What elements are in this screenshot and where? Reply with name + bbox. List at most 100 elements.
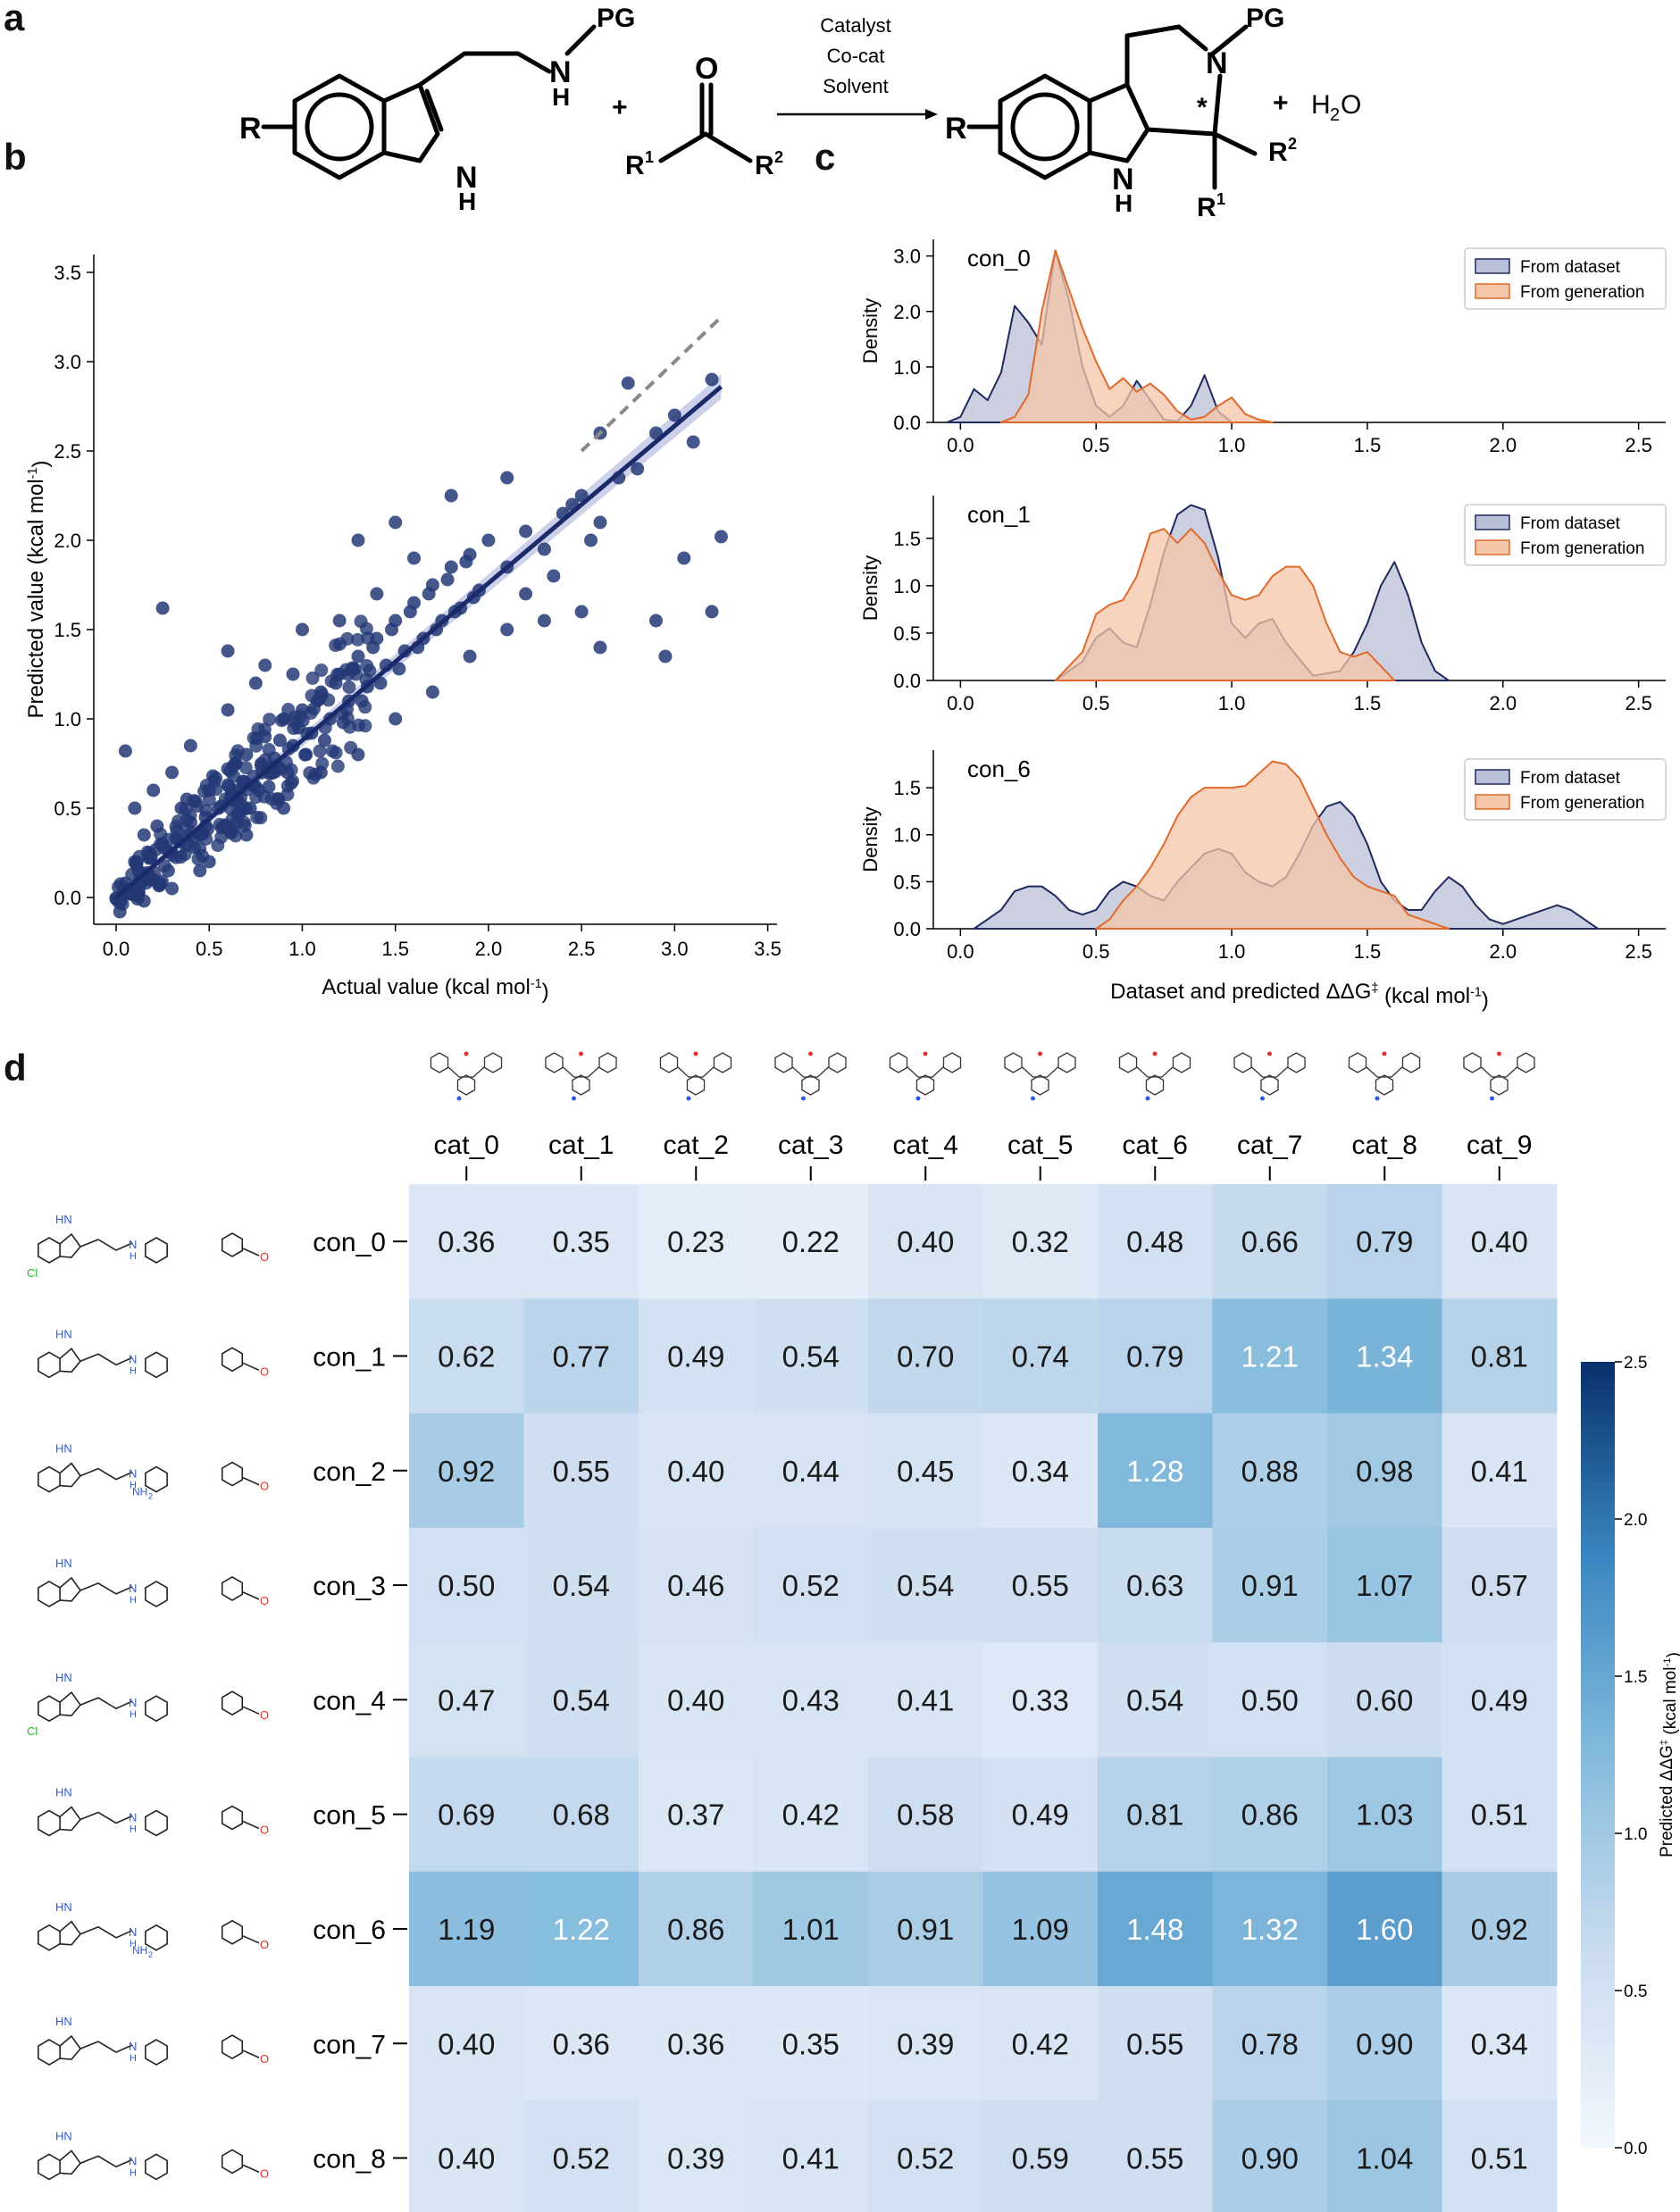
indole-benzene-ring: [38, 2039, 61, 2066]
reaction-arrow: [777, 109, 938, 120]
heatmap-cell-value: 0.50: [438, 1569, 495, 1602]
scatter-point: [481, 533, 496, 547]
heatmap-cell-value: 0.98: [1356, 1455, 1413, 1488]
carbonyl-O-label: O: [260, 1480, 269, 1493]
density-y-tick-label: 3.0: [893, 246, 921, 268]
carbonyl-bond: [242, 1248, 260, 1256]
density-y-tick-label: 1.0: [893, 356, 921, 379]
heatmap-cell: [982, 1527, 1099, 1643]
heatmap-cell: [1442, 1986, 1558, 2101]
scatter-point: [286, 667, 300, 681]
ethylamine-chain: [79, 2041, 133, 2054]
heatmap-cell-value: 0.63: [1126, 1569, 1183, 1602]
heatmap-cell-value: 0.35: [553, 1225, 610, 1258]
indole-pyrrole-ring: [59, 1691, 82, 1717]
density-x-tick-label: 0.5: [1082, 434, 1110, 456]
scatter-point: [330, 759, 345, 773]
heatmap-cell-value: 1.60: [1356, 1913, 1413, 1946]
product-PG-label: PG: [1246, 4, 1284, 33]
heatmap-cell: [523, 1986, 639, 2101]
heatmap-cell: [1212, 1184, 1328, 1299]
amine-N-label: N: [129, 1925, 137, 1939]
reactant-aromatic-circle: [305, 92, 374, 162]
density-y-tick-label: 1.5: [893, 777, 921, 799]
density-x-tick-label: 0.5: [1082, 692, 1110, 714]
scatter-point: [313, 744, 327, 758]
catalyst-ring: [1004, 1052, 1023, 1073]
heatmap-cell-value: 0.59: [1012, 2142, 1069, 2175]
density-y-tick-label: 0.5: [893, 622, 921, 645]
scatter-x-axis-title: Actual value (kcal mol-1): [322, 975, 548, 1004]
density-x-axis-title-part: -1: [1470, 986, 1482, 1000]
condition-structure: [38, 1919, 260, 1951]
catalyst-heteroatom: [1490, 1096, 1494, 1101]
scatter-point: [155, 601, 170, 615]
heatmap-cell-value: 0.36: [667, 2027, 724, 2060]
heatmap-cell: [1098, 2100, 1213, 2212]
heatmap-cell: [1098, 1986, 1213, 2101]
colorbar-title-part: (kcal mol: [1661, 1667, 1680, 1740]
scatter-point: [705, 372, 719, 387]
indole-NH-label: HN: [55, 1327, 72, 1340]
product-R2-sup: 2: [1288, 135, 1297, 153]
scatter-point: [146, 783, 161, 797]
indole-NH-label: HN: [55, 1671, 72, 1684]
heatmap-cell: [523, 1527, 639, 1643]
scatter-point: [370, 587, 384, 601]
heatmap-cell: [639, 1642, 754, 1757]
reactant-R-label: R: [239, 112, 262, 146]
benzyl-ring: [145, 1809, 168, 1837]
colorbar-tick-label: 2.0: [1624, 1511, 1647, 1530]
scatter-point: [281, 703, 296, 717]
heatmap-cell: [753, 1413, 869, 1529]
catalyst-ring: [1145, 1074, 1165, 1096]
colorbar-tick-label: 0.5: [1624, 1982, 1647, 2001]
heatmap-cell: [1212, 1642, 1328, 1757]
catalyst-structure: [1118, 1051, 1191, 1101]
catalyst-structure: [430, 1051, 503, 1101]
heatmap-cell-value: 0.86: [1241, 1799, 1299, 1832]
heatmap-cell: [982, 1184, 1099, 1299]
chloro-label: Cl: [27, 1266, 38, 1280]
scatter-point: [247, 730, 261, 745]
colorbar-tick-label: 0.0: [1624, 2140, 1647, 2158]
heatmap-cell-value: 0.55: [1012, 1569, 1069, 1602]
product-R-label: R: [945, 112, 967, 146]
heatmap-cell: [982, 1413, 1099, 1529]
heatmap-cell: [523, 1757, 639, 1873]
catalyst-heteroatom: [456, 1096, 462, 1101]
indole-NH-label: HN: [55, 1900, 72, 1914]
carbonyl-bond: [242, 2049, 260, 2058]
heatmap-cell: [409, 1871, 524, 1987]
heatmap-cell-value: 1.34: [1356, 1340, 1413, 1373]
density-subplot-con_6: 0.0 0.5 1.0 1.5 2.0 2.5 0.0 0.5 1.0 1.5 Density con…: [859, 750, 1667, 963]
catalyst-bond: [1366, 1066, 1403, 1078]
heatmap-cell-value: 0.77: [553, 1340, 610, 1373]
density-y-axis-title: Density: [859, 806, 882, 872]
scatter-point: [407, 551, 422, 565]
scatter-point: [315, 756, 330, 771]
density-x-tick-label: 1.5: [1354, 434, 1382, 456]
amine-H-label: H: [130, 1481, 137, 1491]
heatmap-cell-value: 0.55: [1126, 2142, 1183, 2175]
amine-N-label: N: [129, 1467, 137, 1481]
heatmap-cell-value: 0.54: [782, 1340, 840, 1373]
density-subplot-title: con_0: [967, 245, 1031, 271]
heatmap-cell: [409, 1986, 524, 2101]
heatmap-cell: [1212, 1986, 1328, 2101]
ethylamine-chain: [79, 1925, 133, 1939]
scatter-x-tick-label: 2.0: [475, 938, 503, 960]
heatmap-cell-value: 0.47: [438, 1683, 495, 1716]
scatter-point: [537, 542, 551, 556]
scatter-y-axis-title: Predicted value (kcal mol-1): [24, 461, 53, 719]
heatmap-cell: [753, 1184, 869, 1299]
scatter-x-tick-label: 0.0: [103, 938, 130, 960]
reactant-ethyl-chain: [417, 51, 552, 88]
indole-pyrrole-ring: [59, 1348, 82, 1373]
heatmap-cell: [868, 1184, 983, 1299]
colorbar-title-part: Predicted ΔΔG: [1658, 1745, 1676, 1857]
colorbar-title-part: ‡: [1659, 1740, 1669, 1745]
density-plots: 0.0 0.5 1.0 1.5 2.0 2.5 0.0 1.0 2.0 3.0 Density con…: [859, 239, 1667, 1013]
heatmap-cell: [523, 1871, 639, 1987]
heatmap-row-label: con_0: [313, 1228, 386, 1257]
